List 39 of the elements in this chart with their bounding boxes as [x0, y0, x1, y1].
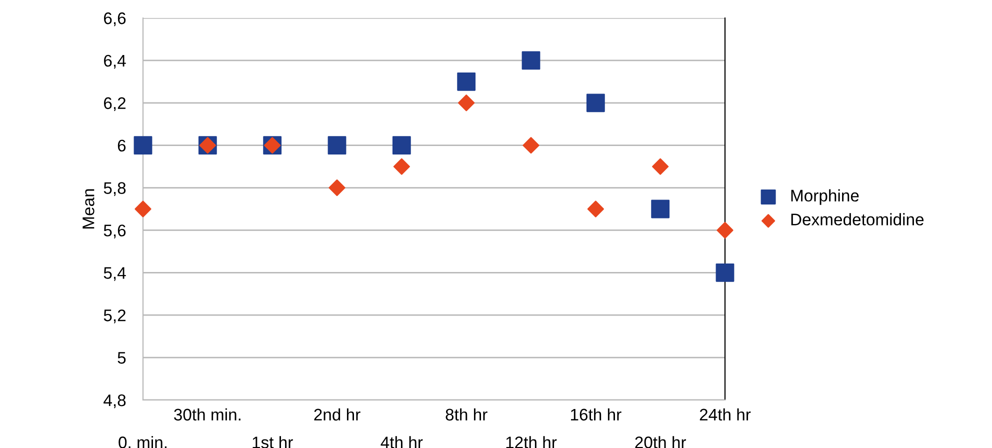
point: [522, 137, 540, 154]
legend-label: Dexmedetomidine: [791, 213, 924, 226]
x-tick-label: 8th hr: [446, 408, 488, 421]
point: [716, 263, 734, 282]
point: [651, 200, 670, 218]
point: [457, 72, 476, 91]
x-tick-label: 1st hr: [252, 436, 293, 448]
y-tick-label: 6,2: [104, 97, 126, 112]
y-tick-label: 6,4: [104, 54, 126, 69]
point: [134, 200, 152, 218]
x-tick-label: 4th hr: [380, 436, 423, 448]
y-tick-label: 5,4: [104, 267, 126, 281]
point: [716, 222, 734, 239]
x-tick-label: 24th hr: [700, 408, 751, 421]
x-tick-label: 12th hr: [506, 436, 557, 448]
x-tick-label: 30th min.: [174, 408, 240, 421]
point: [328, 136, 346, 155]
y-tick-label: 5,2: [104, 310, 126, 324]
x-tick-label: 0. min.: [118, 436, 166, 448]
y-tick-label: 5,6: [104, 224, 126, 238]
x-tick-label: 2nd hr: [314, 408, 360, 421]
point: [586, 94, 605, 112]
x-tick-label: 20th hr: [635, 436, 686, 448]
y-tick-label: 5: [118, 352, 126, 364]
y-axis-title: Mean: [82, 189, 94, 228]
y-tick-label: 6,6: [104, 12, 126, 26]
y-tick-label: 5,8: [104, 182, 126, 196]
point: [393, 158, 410, 175]
point: [392, 136, 411, 155]
point: [134, 136, 152, 155]
x-tick-label: 16th hr: [570, 408, 622, 421]
point: [458, 94, 475, 112]
point: [522, 51, 540, 70]
y-tick-label: 6: [118, 140, 126, 152]
y-tick-label: 4,8: [104, 394, 126, 408]
point: [587, 200, 604, 218]
point: [328, 179, 346, 196]
point: [652, 158, 669, 175]
legend-label: Morphine: [791, 189, 859, 205]
